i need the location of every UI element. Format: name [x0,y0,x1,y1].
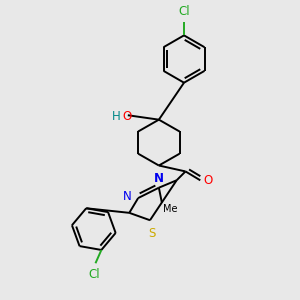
Text: N: N [154,172,164,185]
Text: Cl: Cl [88,268,100,281]
Text: H: H [112,110,120,123]
Text: Me: Me [163,204,178,214]
Text: S: S [148,227,155,240]
Text: O: O [123,110,132,123]
Text: N: N [123,190,132,203]
Text: Cl: Cl [178,4,190,18]
Text: O: O [204,174,213,187]
